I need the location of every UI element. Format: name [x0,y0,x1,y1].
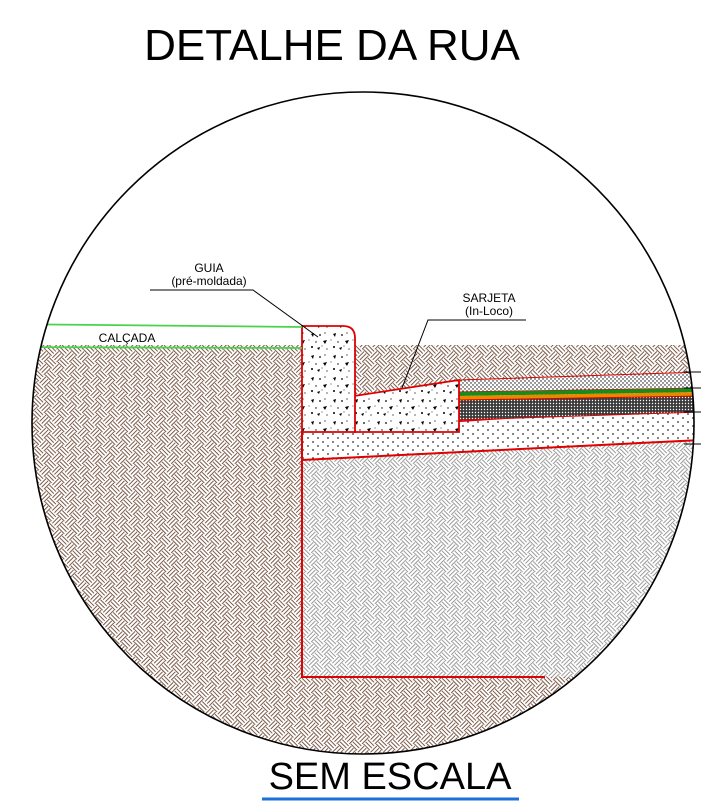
section-content [32,323,694,754]
gutter-leader-line [401,319,526,389]
asphalt-green-layer [459,388,694,396]
asphalt-orange-layer [459,392,694,400]
gutter-label-line2: (In-Loco) [465,304,513,318]
excavation-outline [301,432,545,678]
scale-note: SEM ESCALA [269,756,513,798]
curb-leader-line [150,289,319,338]
curb-label-line2: (pré-moldada) [171,274,246,288]
gutter-label-line1: SARJETA [462,291,515,305]
drawing-title: DETALHE DA RUA [144,21,520,70]
base-outline [301,439,694,461]
sidewalk-bottom-line [32,346,303,349]
curb-concrete [301,325,356,433]
sidewalk-label: CALÇADA [99,331,156,345]
sidewalk-top-line [32,323,303,328]
detail-circle [31,91,695,755]
compacted-base [302,440,694,677]
curb-label-line1: GUIA [194,261,223,275]
